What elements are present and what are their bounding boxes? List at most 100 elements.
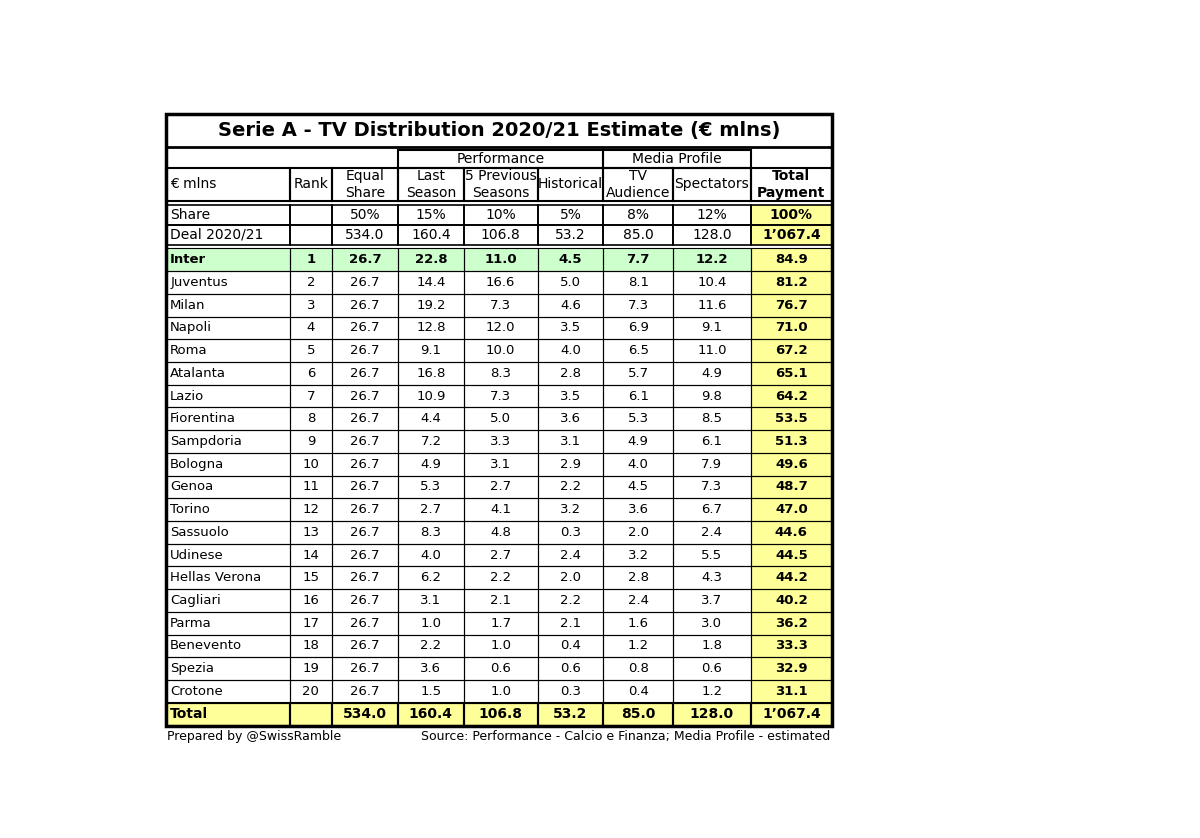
- Bar: [538, 225, 604, 245]
- Text: 5 Previous
Seasons: 5 Previous Seasons: [464, 169, 536, 199]
- Text: 51.3: 51.3: [775, 435, 808, 448]
- Text: 3.5: 3.5: [560, 390, 581, 402]
- Bar: [673, 294, 751, 317]
- Bar: [166, 521, 289, 544]
- Text: 19: 19: [302, 662, 319, 675]
- Bar: [751, 589, 832, 612]
- Bar: [538, 430, 604, 453]
- Text: 160.4: 160.4: [409, 707, 452, 722]
- Bar: [464, 612, 538, 634]
- Bar: [673, 521, 751, 544]
- Bar: [289, 272, 332, 294]
- Bar: [398, 272, 464, 294]
- Text: 5.3: 5.3: [628, 412, 649, 425]
- Bar: [166, 204, 289, 225]
- Bar: [751, 225, 832, 245]
- Bar: [673, 453, 751, 475]
- Bar: [398, 272, 464, 294]
- Bar: [289, 544, 332, 566]
- Bar: [166, 499, 289, 521]
- Bar: [332, 362, 398, 385]
- Bar: [604, 150, 751, 168]
- Bar: [464, 272, 538, 294]
- Text: Genoa: Genoa: [170, 480, 214, 494]
- Text: 26.7: 26.7: [350, 322, 380, 334]
- Text: 26.7: 26.7: [350, 617, 380, 629]
- Text: 4.8: 4.8: [491, 525, 511, 539]
- Bar: [604, 544, 673, 566]
- Bar: [332, 385, 398, 407]
- Bar: [538, 544, 604, 566]
- Bar: [673, 657, 751, 680]
- Bar: [332, 407, 398, 430]
- Bar: [538, 589, 604, 612]
- Text: 16.6: 16.6: [486, 276, 515, 289]
- Bar: [289, 521, 332, 544]
- Text: 64.2: 64.2: [775, 390, 808, 402]
- Bar: [751, 385, 832, 407]
- Bar: [464, 634, 538, 657]
- Bar: [538, 453, 604, 475]
- Bar: [604, 499, 673, 521]
- Bar: [398, 248, 464, 272]
- Bar: [604, 612, 673, 634]
- Text: 81.2: 81.2: [775, 276, 808, 289]
- Text: 6.2: 6.2: [420, 572, 442, 584]
- Bar: [332, 634, 398, 657]
- Bar: [673, 204, 751, 225]
- Text: Prepared by @SwissRamble: Prepared by @SwissRamble: [167, 730, 341, 743]
- Bar: [332, 566, 398, 589]
- Bar: [289, 453, 332, 475]
- Bar: [604, 248, 673, 272]
- Bar: [464, 339, 538, 362]
- Text: 5.0: 5.0: [490, 412, 511, 425]
- Bar: [464, 657, 538, 680]
- Bar: [751, 680, 832, 703]
- Bar: [464, 499, 538, 521]
- Bar: [538, 272, 604, 294]
- Bar: [332, 521, 398, 544]
- Bar: [464, 204, 538, 225]
- Text: 4.0: 4.0: [420, 549, 442, 561]
- Bar: [604, 294, 673, 317]
- Bar: [166, 430, 289, 453]
- Text: 12%: 12%: [696, 208, 727, 221]
- Text: 4.5: 4.5: [628, 480, 649, 494]
- Text: 9.8: 9.8: [702, 390, 722, 402]
- Text: Hellas Verona: Hellas Verona: [170, 572, 262, 584]
- Text: 67.2: 67.2: [775, 344, 808, 357]
- Text: 6.1: 6.1: [701, 435, 722, 448]
- Text: 4.0: 4.0: [628, 458, 649, 471]
- Text: 12.0: 12.0: [486, 322, 516, 334]
- Bar: [751, 566, 832, 589]
- Text: 18: 18: [302, 639, 319, 653]
- Text: 16.8: 16.8: [416, 367, 445, 380]
- Bar: [398, 566, 464, 589]
- Bar: [751, 430, 832, 453]
- Text: 26.7: 26.7: [350, 685, 380, 698]
- Bar: [538, 634, 604, 657]
- Bar: [538, 168, 604, 200]
- Text: 3.6: 3.6: [420, 662, 442, 675]
- Bar: [398, 544, 464, 566]
- Bar: [464, 680, 538, 703]
- Bar: [751, 204, 832, 225]
- Bar: [398, 339, 464, 362]
- Text: Source: Performance - Calcio e Finanza; Media Profile - estimated: Source: Performance - Calcio e Finanza; …: [421, 730, 830, 743]
- Bar: [538, 385, 604, 407]
- Text: Roma: Roma: [170, 344, 208, 357]
- Bar: [751, 521, 832, 544]
- Bar: [398, 407, 464, 430]
- Text: 0.4: 0.4: [560, 639, 581, 653]
- Bar: [673, 680, 751, 703]
- Bar: [604, 204, 673, 225]
- Bar: [332, 612, 398, 634]
- Text: 2.2: 2.2: [420, 639, 442, 653]
- Text: 5: 5: [306, 344, 316, 357]
- Bar: [166, 566, 289, 589]
- Text: 12.8: 12.8: [416, 322, 445, 334]
- Bar: [289, 362, 332, 385]
- Text: 5.7: 5.7: [628, 367, 649, 380]
- Bar: [673, 544, 751, 566]
- Bar: [398, 612, 464, 634]
